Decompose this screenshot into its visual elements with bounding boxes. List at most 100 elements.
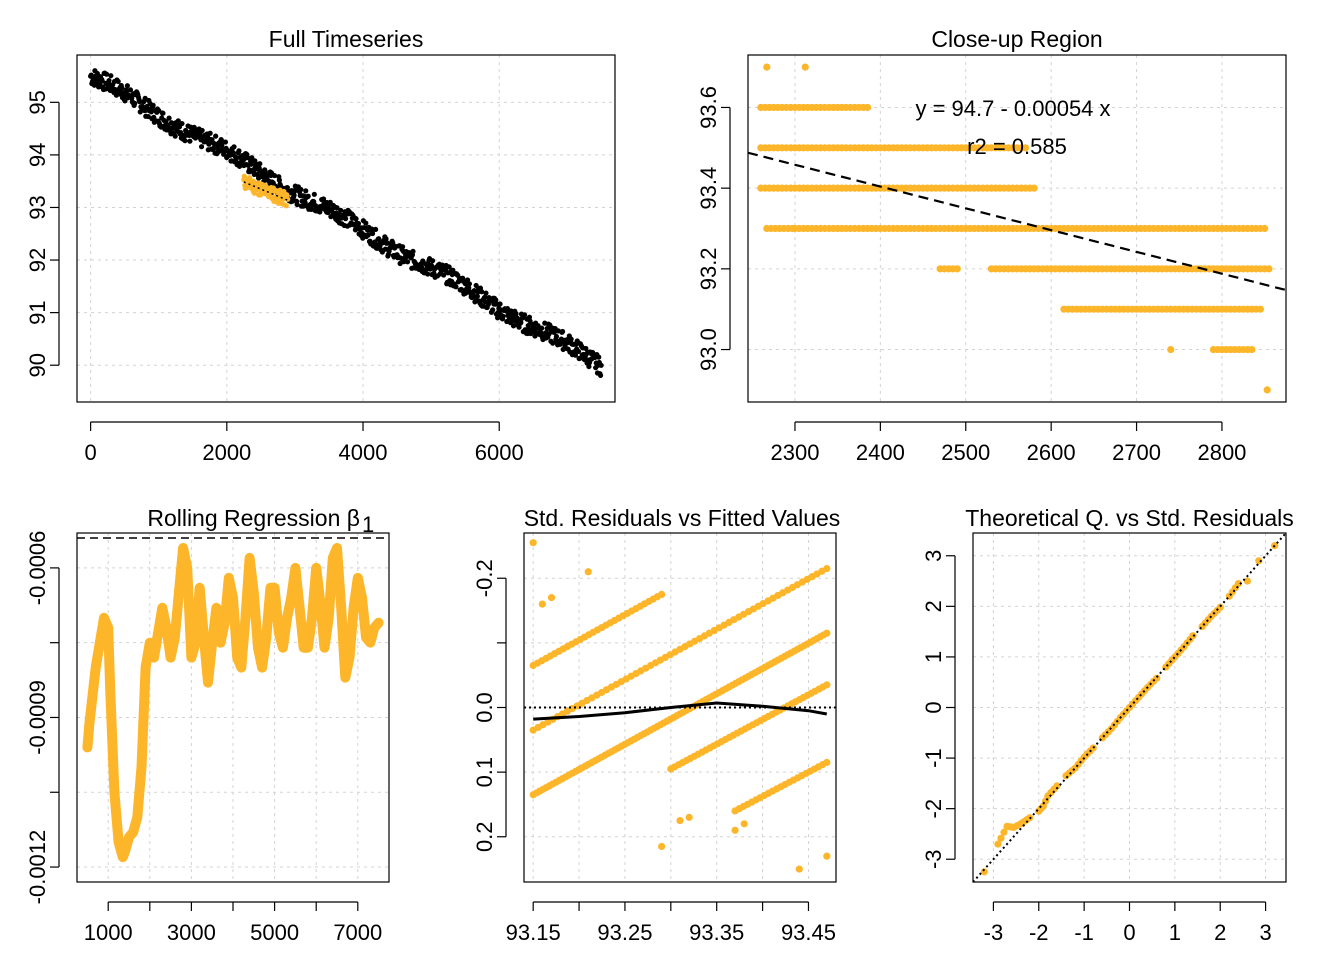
x-tick-label: 3 (1259, 920, 1271, 945)
data-point (559, 328, 566, 335)
data-point (596, 354, 602, 360)
data-point (597, 372, 604, 379)
plot-area (748, 63, 1286, 394)
x-tick-label: 2800 (1197, 440, 1246, 465)
data-point (236, 148, 242, 154)
data-point (355, 220, 362, 227)
data-point (124, 83, 130, 89)
x-tick-label: 2000 (202, 440, 251, 465)
data-point (365, 232, 371, 238)
data-point (106, 77, 112, 84)
data-point (404, 259, 411, 265)
panel-residuals-vs-fitted: Std. Residuals vs Fitted Values 93.15 93.2… (472, 505, 840, 945)
smooth-line (533, 701, 828, 721)
plot-area (973, 533, 1286, 882)
data-point (132, 100, 138, 106)
y-tick-label: 0.0 (472, 692, 497, 723)
data-point (213, 133, 219, 139)
x-tick-label: 2500 (941, 440, 990, 465)
plot-frame (972, 532, 1287, 883)
y-tick-label: -0.2 (472, 559, 497, 597)
data-point (311, 199, 317, 205)
data-point (539, 325, 545, 331)
data-point (466, 281, 472, 287)
data-point (441, 272, 447, 278)
data-point (572, 352, 579, 358)
data-point (175, 118, 181, 124)
data-point (553, 333, 560, 340)
y-tick-label: 1 (921, 651, 946, 663)
y-tick-label: 3 (921, 550, 946, 562)
data-point (763, 63, 771, 71)
data-point (1261, 224, 1269, 233)
residual-point (823, 681, 831, 689)
y-tick-label: -1 (921, 748, 946, 768)
data-point (108, 73, 114, 79)
residual-point (823, 852, 831, 860)
data-point (257, 161, 263, 167)
data-point (115, 78, 121, 85)
data-point (342, 216, 349, 222)
chart-title: Rolling Regression β (147, 505, 360, 531)
plot-frame (747, 54, 1287, 403)
data-point (479, 289, 485, 295)
y-tick-label: 0 (921, 701, 946, 713)
data-point (222, 139, 229, 145)
residual-point (658, 590, 666, 598)
x-tick-label: 2600 (1027, 440, 1076, 465)
y-tick-label: 93.0 (696, 328, 721, 371)
residual-point (529, 539, 537, 547)
data-point (399, 244, 406, 250)
plot-area (77, 537, 389, 863)
data-point (513, 311, 519, 317)
data-point (521, 312, 528, 318)
plot-frame (76, 54, 616, 403)
residual-point (676, 817, 684, 825)
data-point (168, 120, 175, 126)
y-tick-label: -0.0009 (25, 680, 50, 755)
data-point (1256, 305, 1264, 313)
x-tick-label: 7000 (333, 920, 382, 945)
x-tick-label: 93.25 (597, 920, 652, 945)
data-point (148, 109, 154, 115)
beta-series-line (82, 543, 384, 863)
plot-area (524, 539, 836, 873)
x-tick-label: 0 (84, 440, 96, 465)
x-tick-label: 93.35 (689, 920, 744, 945)
y-tick-label: 92 (25, 248, 50, 272)
x-tick-label: 1 (1169, 920, 1181, 945)
data-point (373, 226, 379, 233)
plot-area (88, 68, 604, 379)
data-point (119, 85, 125, 91)
x-tick-label: -3 (984, 920, 1004, 945)
qq-point (1255, 557, 1263, 565)
x-tick-label: 1000 (84, 920, 133, 945)
x-tick-label: -2 (1029, 920, 1049, 945)
y-tick-label: 93.6 (696, 86, 721, 129)
data-point (276, 177, 282, 183)
x-tick-label: 6000 (475, 440, 524, 465)
highlight-point (251, 190, 257, 196)
data-point (329, 208, 335, 215)
data-point (510, 323, 517, 329)
plot-frame (523, 532, 837, 883)
data-point (568, 336, 574, 342)
chart-title: Close-up Region (931, 26, 1102, 52)
data-point (156, 107, 162, 114)
highlight-point (285, 196, 291, 202)
y-tick-label: 93.4 (696, 167, 721, 210)
data-point (291, 192, 297, 198)
data-point (230, 150, 237, 156)
y-tick-label: 2 (921, 600, 946, 612)
annotation-equation: y = 94.7 - 0.00054 x (915, 96, 1110, 121)
data-point (199, 127, 205, 134)
qq-point (1053, 782, 1061, 790)
data-point (1021, 144, 1030, 152)
data-point (446, 264, 452, 270)
data-point (598, 362, 604, 368)
x-tick-label: 5000 (250, 920, 299, 945)
data-point (264, 172, 270, 179)
data-point (198, 144, 205, 150)
data-point (383, 236, 389, 242)
residual-point (823, 758, 831, 767)
